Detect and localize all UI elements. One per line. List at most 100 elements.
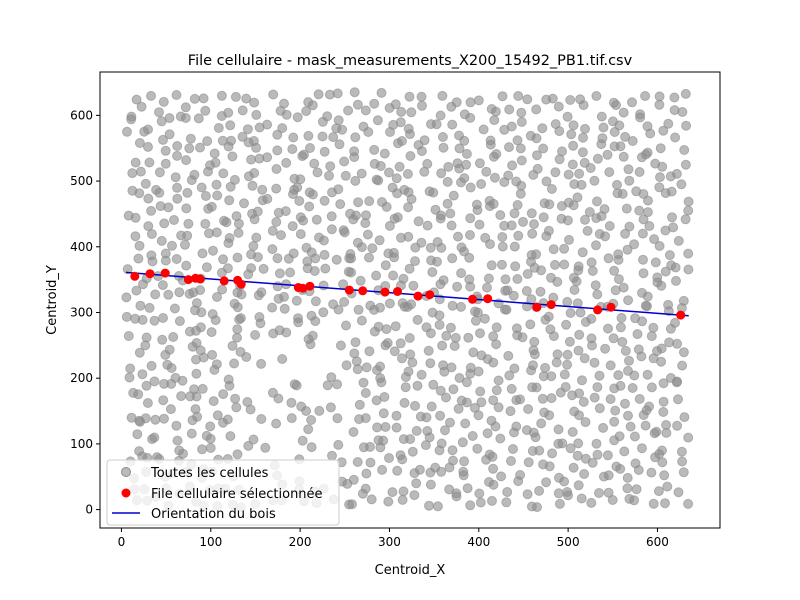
cell-point [590,280,601,291]
cell-point [614,120,625,131]
cell-point [479,313,490,324]
cell-point [271,217,282,227]
cell-point [592,153,603,164]
cell-point [521,425,532,436]
cell-point [171,90,182,100]
cell-point [246,154,257,165]
selected-cell-point [236,279,246,289]
cell-point [459,456,470,467]
cell-point [332,88,343,99]
x-tick-label: 0 [118,535,126,549]
cell-point [580,417,591,428]
cell-point [677,107,688,117]
cell-point [403,123,414,134]
cell-point [335,199,346,210]
cell-point [559,369,570,380]
cell-point [443,161,454,172]
cell-point [304,187,315,198]
cell-point [648,498,659,509]
cell-point [451,97,462,108]
cell-point [578,396,589,407]
cell-point [268,89,279,100]
cell-point [137,314,148,325]
cell-point [546,371,557,382]
cell-point [548,244,559,255]
cell-point [221,217,232,228]
cell-point [632,329,643,340]
cell-point [511,323,522,334]
cell-point [592,289,603,300]
cell-point [333,184,344,195]
cell-point [146,90,156,101]
cell-point [562,296,573,307]
cell-point [579,353,590,364]
cell-point [552,349,563,360]
x-axis-label: Centroid_X [375,563,446,578]
cell-point [487,495,497,506]
cell-point [617,188,628,199]
cell-point [387,182,398,193]
cell-point [537,123,548,134]
y-tick-label: 0 [85,503,93,517]
cell-point [453,403,464,414]
selected-cell-point [305,281,315,291]
cell-point [327,450,337,461]
cell-point [496,471,507,482]
cell-point [350,132,361,143]
cell-point [615,322,626,333]
cell-point [435,410,446,421]
selected-cell-point [532,302,542,312]
cell-point [318,235,329,246]
cell-point [672,376,683,387]
cell-point [166,363,177,373]
cell-point [574,329,585,340]
cell-point [389,346,400,357]
cell-point [318,280,329,291]
cell-point [522,94,533,105]
cell-point [262,152,273,163]
cell-point [679,145,690,155]
cell-point [646,382,657,393]
cell-point [349,87,360,98]
cell-point [604,221,615,231]
cell-point [382,338,393,348]
cell-point [435,110,446,121]
cell-point [503,170,514,181]
cell-point [288,248,299,259]
cell-point [126,111,137,122]
cell-point [448,455,458,466]
cell-point [122,264,133,275]
cell-point [391,410,402,421]
cell-point [642,121,653,132]
cell-point [622,244,633,255]
cell-point [374,235,385,246]
cell-point [594,403,605,414]
cell-point [408,280,419,291]
cell-point [369,98,380,109]
cell-point [158,313,168,323]
cell-point [227,340,238,351]
cell-point [646,331,657,342]
cell-point [135,300,146,311]
cell-point [622,483,633,494]
cell-point [375,302,385,313]
cell-point [325,402,336,413]
cell-point [574,168,585,179]
legend-label-orientation: Orientation du bois [151,507,276,522]
cell-point [232,332,242,343]
cell-point [584,207,595,217]
cell-point [652,272,663,283]
cell-point [610,405,621,416]
cell-point [412,314,423,325]
cell-point [573,438,584,449]
cell-point [195,322,206,333]
cell-point [235,313,246,324]
cell-point [576,493,587,504]
cell-point [375,361,386,372]
cell-point [125,363,136,374]
cell-point [654,182,665,193]
cell-point [483,273,494,284]
cell-point [394,161,405,172]
selected-cell-point [130,271,140,281]
cell-point [251,109,262,120]
